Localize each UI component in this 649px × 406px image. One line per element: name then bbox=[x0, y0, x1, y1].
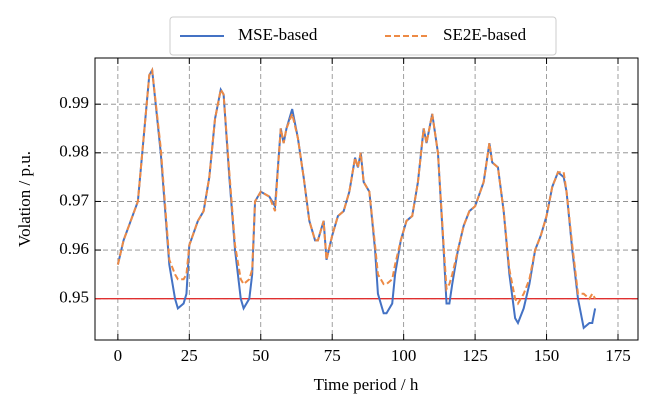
x-tick-label: 100 bbox=[391, 346, 417, 365]
x-axis-label: Time period / h bbox=[314, 375, 419, 394]
y-tick-label: 0.96 bbox=[59, 239, 89, 258]
y-tick-label: 0.95 bbox=[59, 288, 89, 307]
series-line bbox=[116, 67, 597, 330]
x-tick-label: 75 bbox=[324, 346, 341, 365]
x-tick-label: 150 bbox=[534, 346, 560, 365]
y-tick-label: 0.97 bbox=[59, 190, 89, 209]
x-tick-label: 50 bbox=[252, 346, 269, 365]
y-tick-label: 0.99 bbox=[59, 93, 89, 112]
x-tick-label: 0 bbox=[114, 346, 123, 365]
plot-frame bbox=[94, 57, 639, 341]
x-tick-label: 25 bbox=[181, 346, 198, 365]
y-tick-label: 0.98 bbox=[59, 142, 89, 161]
legend-box bbox=[169, 16, 557, 56]
x-tick-label: 125 bbox=[462, 346, 488, 365]
legend-label: MSE-based bbox=[238, 25, 318, 44]
x-tick-label: 175 bbox=[605, 346, 631, 365]
y-axis-label: Volation / p.u. bbox=[15, 151, 34, 247]
legend-label: SE2E-based bbox=[443, 25, 527, 44]
